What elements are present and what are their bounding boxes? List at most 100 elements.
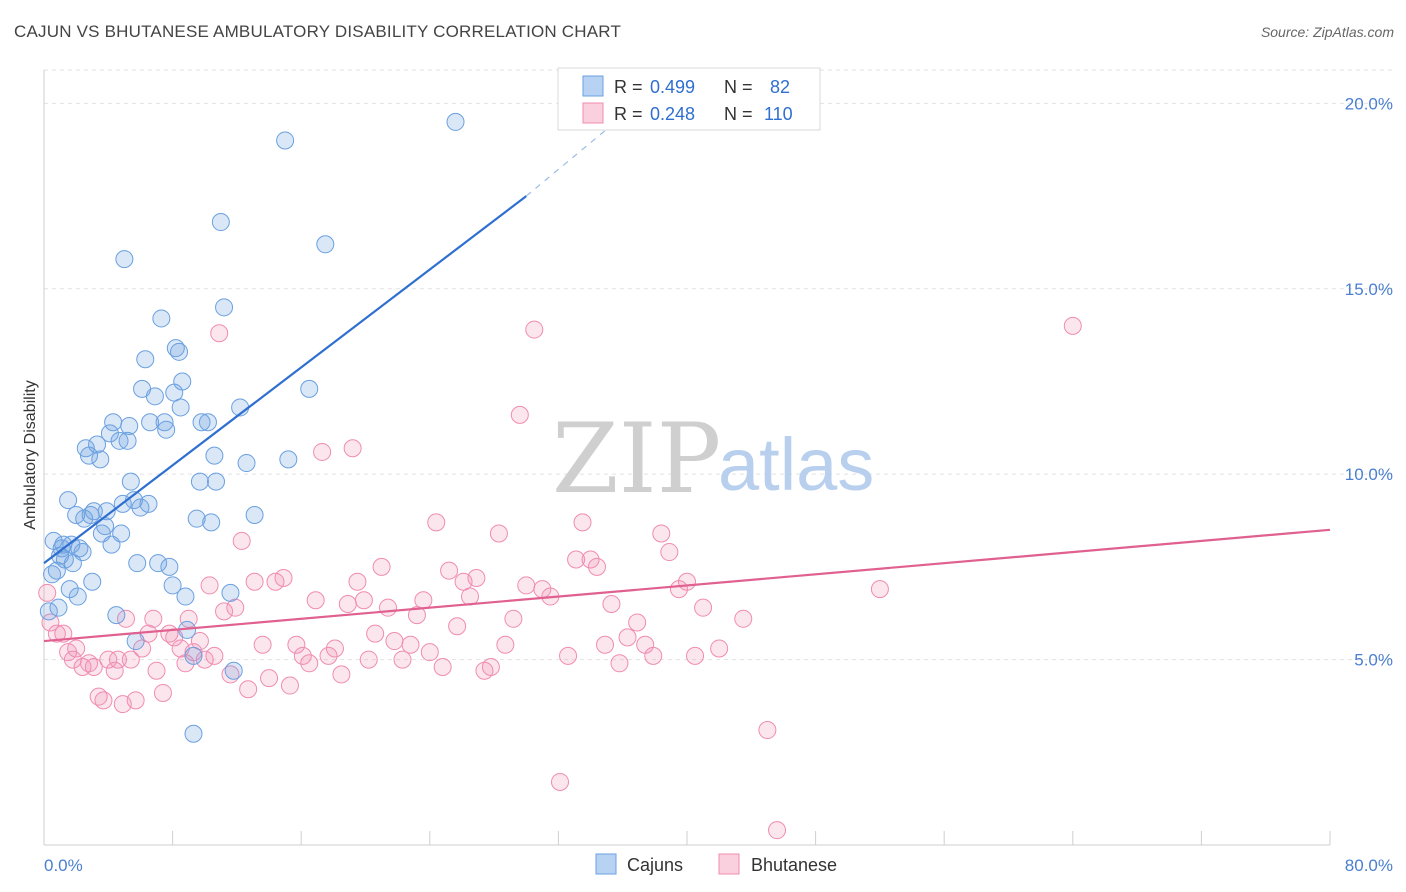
- cajun-point: [207, 472, 226, 491]
- cajun-point: [446, 112, 465, 131]
- source-credit: Source: ZipAtlas.com: [1260, 24, 1394, 40]
- bhutanese-point: [84, 658, 103, 677]
- bhutanese-point: [870, 580, 889, 599]
- bhutanese-point: [385, 632, 404, 651]
- bhutanese-point: [38, 583, 57, 602]
- bhutanese-point: [348, 572, 367, 591]
- bottom-legend-swatch-bhutanese: [718, 853, 740, 875]
- x-tick-labels: 0.0% 80.0%: [44, 856, 1393, 875]
- bhutanese-point: [99, 650, 118, 669]
- cajun-point: [68, 587, 87, 606]
- bhutanese-point: [489, 524, 508, 543]
- bhutanese-point: [602, 594, 621, 613]
- bhutanese-point: [105, 661, 124, 680]
- bhutanese-point: [481, 658, 500, 677]
- cajun-point: [279, 450, 298, 469]
- cajun-point: [173, 372, 192, 391]
- cajun-point: [115, 250, 134, 269]
- legend-cajun-r-label: R =: [614, 77, 643, 97]
- bhutanese-point: [440, 561, 459, 580]
- bhutanese-point: [694, 598, 713, 617]
- bhutanese-point: [354, 591, 373, 610]
- bhutanese-point: [644, 646, 663, 665]
- watermark-zip: ZIP: [552, 403, 721, 515]
- bhutanese-point: [332, 665, 351, 684]
- bhutanese-point: [253, 635, 272, 654]
- grid-lines: [44, 69, 1395, 661]
- bhutanese-point: [510, 405, 529, 424]
- bhutanese-point: [215, 602, 234, 621]
- bhutanese-point: [147, 661, 166, 680]
- bhutanese-point: [195, 650, 214, 669]
- bhutanese-point: [41, 613, 60, 632]
- bhutanese-point: [678, 572, 696, 591]
- bhutanese-point: [467, 569, 486, 588]
- bhutanese-point: [47, 624, 66, 643]
- cajun-point: [126, 632, 145, 651]
- cajun-point: [157, 420, 176, 439]
- bhutanese-point: [359, 650, 378, 669]
- cajun-point: [184, 724, 203, 743]
- legend-bhutanese-r-label: R =: [614, 104, 643, 124]
- cajun-point: [215, 298, 234, 317]
- bhutanese-point: [144, 609, 163, 628]
- legend-cajun-n-value: 82: [770, 77, 790, 97]
- bhutanese-point: [427, 513, 446, 532]
- bhutanese-point: [686, 646, 705, 665]
- cajun-point: [145, 387, 164, 406]
- legend-cajun-n-label: N =: [724, 77, 753, 97]
- cajun-point: [43, 565, 62, 584]
- bhutanese-point: [179, 609, 198, 628]
- y-tick-label: 5.0%: [1354, 651, 1393, 670]
- cajun-point: [276, 131, 295, 150]
- bhutanese-point: [190, 632, 209, 651]
- bhutanese-point: [94, 691, 113, 710]
- x-tick-label: 0.0%: [44, 856, 83, 875]
- cajun-point: [120, 416, 139, 435]
- bhutanese-point: [108, 650, 127, 669]
- bhutanese-point: [245, 572, 264, 591]
- cajun-point: [73, 543, 92, 562]
- bhutanese-point: [226, 598, 245, 617]
- bhutanese-point: [587, 557, 606, 576]
- cajun-point: [128, 554, 147, 573]
- bhutanese-point: [567, 550, 586, 569]
- y-axis-label: Ambulatory Disability: [22, 380, 39, 529]
- cajun-point: [245, 505, 264, 524]
- y-tick-label: 15.0%: [1345, 280, 1393, 299]
- bhutanese-point: [401, 635, 420, 654]
- cajun-point: [84, 502, 103, 521]
- bhutanese-point: [260, 669, 279, 688]
- bhutanese-point: [89, 687, 108, 706]
- bottom-legend-swatch-cajuns: [595, 853, 617, 875]
- cajun-point: [190, 472, 209, 491]
- cajun-points: [39, 112, 465, 743]
- bhutanese-point: [153, 683, 172, 702]
- bhutanese-point: [433, 658, 452, 677]
- bhutanese-point: [67, 639, 86, 658]
- bhutanese-point: [232, 531, 251, 550]
- bottom-legend-bhutanese: Bhutanese: [751, 855, 837, 875]
- bhutanese-point: [379, 598, 398, 617]
- cajun-point: [155, 413, 174, 432]
- bhutanese-point: [121, 650, 140, 669]
- cajun-point: [75, 509, 94, 528]
- bhutanese-point: [660, 543, 679, 562]
- bhutanese-point: [200, 576, 219, 595]
- bhutanese-trendline: [43, 528, 1331, 643]
- bhutanese-point: [274, 569, 293, 588]
- cajun-point: [149, 554, 168, 573]
- bhutanese-point: [460, 587, 479, 606]
- bhutanese-point: [758, 721, 777, 740]
- bhutanese-point: [581, 550, 600, 569]
- cajun-point: [192, 413, 211, 432]
- cajun-point: [198, 413, 217, 432]
- bhutanese-point: [710, 639, 729, 658]
- trendlines: [43, 128, 1331, 643]
- bhutanese-point: [366, 624, 385, 643]
- cajun-point: [160, 557, 179, 576]
- cajun-point: [170, 342, 189, 361]
- bhutanese-point: [287, 635, 306, 654]
- top-legend: R = 0.499 N = 82 R = 0.248 N = 110: [557, 67, 821, 131]
- bhutanese-point: [184, 643, 203, 662]
